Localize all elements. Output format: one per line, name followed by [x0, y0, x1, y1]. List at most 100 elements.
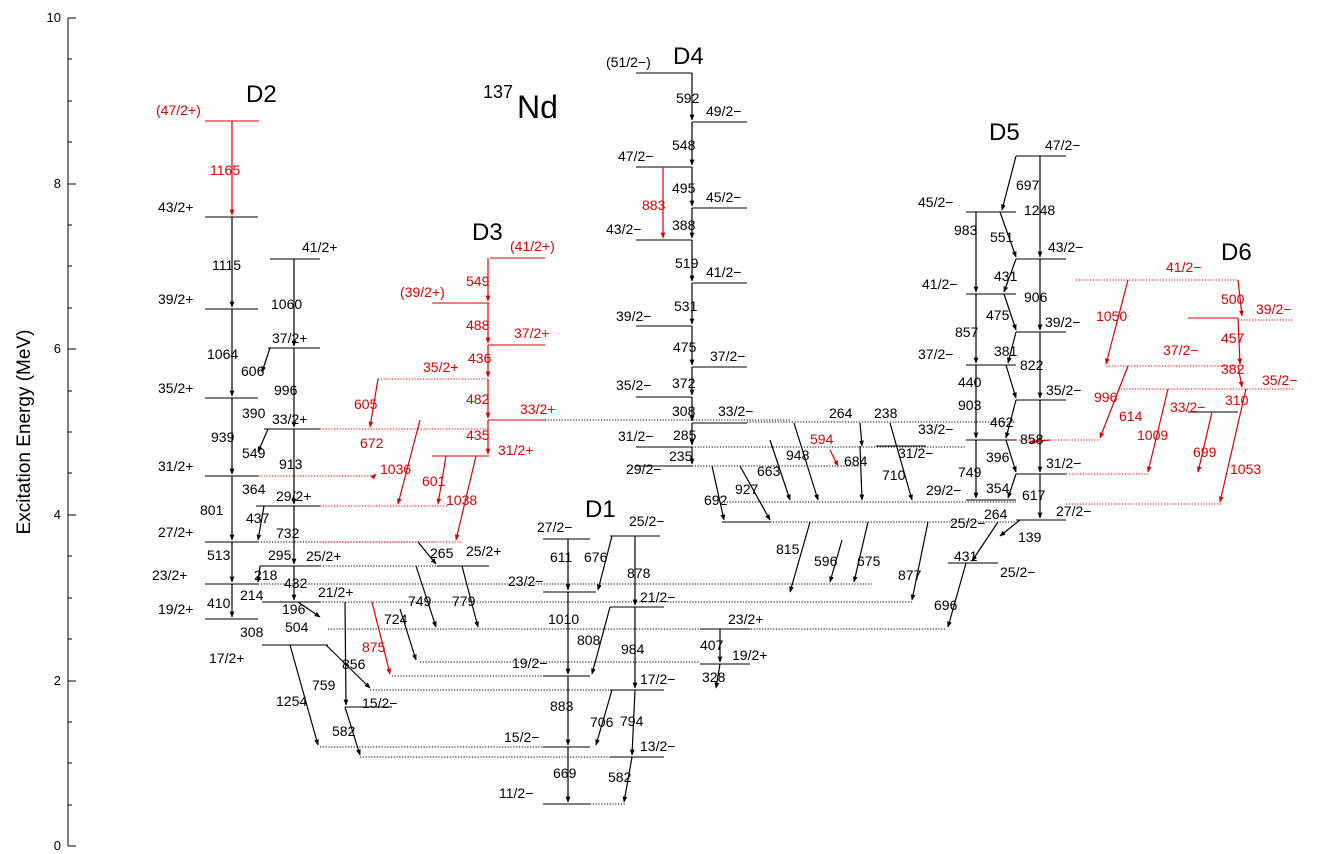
- gamma-energy: 238: [874, 405, 898, 421]
- tick-label: 2: [54, 673, 61, 688]
- spin-label: 37/2−: [918, 346, 953, 362]
- spin-labels: (47/2+) 43/2+ 41/2+ 39/2+ 37/2+ 35/2+ 33…: [152, 54, 1297, 801]
- spin-label: 27/2−: [1056, 503, 1091, 519]
- gamma-energy: 139: [1018, 529, 1042, 545]
- gamma-energy: 308: [240, 624, 264, 640]
- gamma-energy: 724: [384, 611, 408, 627]
- gamma-energy: 265: [430, 545, 454, 561]
- gamma-energy: 996: [274, 382, 298, 398]
- spin-label: 37/2+: [514, 325, 549, 341]
- gamma-energy: 749: [958, 464, 982, 480]
- gamma-energy: 605: [354, 396, 378, 412]
- gamma-energy: 457: [1221, 330, 1245, 346]
- gamma-energy: 551: [990, 229, 1014, 245]
- spin-label: 33/2−: [918, 421, 953, 437]
- tick-label: 6: [54, 341, 61, 356]
- gamma-energy: 663: [757, 463, 781, 479]
- spin-label: 41/2+: [302, 239, 337, 255]
- gamma-energy: 669: [553, 765, 577, 781]
- spin-label: 29/2+: [276, 488, 311, 504]
- gamma-energy: 264: [984, 506, 1008, 522]
- gamma-energy: 531: [674, 298, 698, 314]
- gamma-energy: 310: [1225, 392, 1249, 408]
- spin-label: (51/2−): [606, 54, 651, 70]
- dotted-level-links: [258, 279, 1294, 805]
- spin-label: 37/2−: [1163, 342, 1198, 358]
- gamma-energy: 488: [466, 317, 490, 333]
- spin-label: 25/2−: [629, 513, 664, 529]
- spin-label: 11/2−: [499, 785, 533, 801]
- spin-label: 29/2−: [926, 482, 961, 498]
- gamma-energy: 1053: [1230, 461, 1261, 477]
- gamma-energy: 697: [1016, 177, 1040, 193]
- gamma-energy: 264: [829, 405, 853, 421]
- gamma-energy: 617: [1022, 487, 1046, 503]
- spin-label: 25/2+: [306, 548, 341, 564]
- gamma-energy: 407: [700, 637, 724, 653]
- gamma-energy: 779: [452, 593, 476, 609]
- spin-label: 29/2−: [626, 461, 661, 477]
- mass-number: 137: [483, 82, 513, 102]
- spin-label: 39/2−: [1045, 314, 1080, 330]
- gamma-energy: 1036: [380, 461, 411, 477]
- gamma-energy: 548: [672, 137, 696, 153]
- spin-label: 23/2+: [728, 611, 763, 627]
- gamma-energy: 495: [672, 180, 696, 196]
- gamma-energy: 878: [627, 565, 651, 581]
- gamma-energy: 601: [422, 473, 446, 489]
- spin-label: (41/2+): [510, 238, 555, 254]
- gamma-energy: 432: [284, 575, 308, 591]
- gamma-energy: 396: [986, 449, 1010, 465]
- spin-label: 35/2−: [1046, 382, 1081, 398]
- gamma-energy: 440: [958, 374, 982, 390]
- gamma-energy: 372: [672, 375, 696, 391]
- spin-label: 15/2−: [504, 729, 539, 745]
- gamma-energy: 856: [342, 656, 366, 672]
- gamma-energy: 903: [958, 397, 982, 413]
- gamma-energy: 436: [468, 350, 492, 366]
- spin-label: 33/2−: [718, 403, 753, 419]
- gamma-energy: 822: [1020, 357, 1044, 373]
- gamma-energy: 984: [621, 641, 645, 657]
- spin-label: 19/2+: [158, 601, 193, 617]
- spin-label: 27/2−: [537, 519, 572, 535]
- spin-label: 15/2−: [362, 695, 397, 711]
- gamma-energy: 1009: [1137, 427, 1168, 443]
- gamma-energy: 1248: [1024, 202, 1055, 218]
- gamma-energy: 382: [1221, 361, 1245, 377]
- spin-label: 31/2−: [618, 428, 653, 444]
- gamma-energy: 706: [590, 714, 614, 730]
- spin-label: 35/2+: [423, 359, 458, 375]
- gamma-energy: 1165: [210, 162, 240, 178]
- spin-label: 17/2−: [640, 671, 675, 687]
- spin-label: 27/2+: [158, 524, 193, 540]
- axis-title: Excitation Energy (MeV): [14, 330, 35, 535]
- band-label-d1: D1: [585, 496, 616, 523]
- spin-label: 49/2−: [706, 103, 741, 119]
- gamma-energy: 699: [1193, 444, 1217, 460]
- spin-label: 47/2−: [1045, 137, 1080, 153]
- gamma-energy: 948: [786, 447, 810, 463]
- spin-label: 43/2−: [1048, 239, 1083, 255]
- spin-label: 25/2−: [950, 515, 985, 531]
- spin-label: 43/2+: [158, 199, 193, 215]
- gamma-energy: 437: [246, 510, 270, 526]
- band-label-d4: D4: [673, 43, 704, 70]
- tick-label: 8: [54, 176, 61, 191]
- gamma-energy: 364: [242, 481, 266, 497]
- band-label-d5: D5: [989, 119, 1020, 146]
- gamma-energy: 388: [672, 217, 696, 233]
- gamma-energy: 759: [312, 677, 336, 693]
- gamma-energy: 462: [990, 414, 1014, 430]
- spin-label: 41/2−: [922, 276, 957, 292]
- gamma-energy: 475: [673, 339, 697, 355]
- spin-label: 33/2−: [1170, 399, 1205, 415]
- gamma-energy: 549: [466, 273, 490, 289]
- gamma-energy: 1064: [207, 346, 238, 362]
- gamma-energy: 519: [675, 255, 699, 271]
- spin-label: 21/2+: [318, 584, 353, 600]
- spin-label: 37/2+: [272, 330, 307, 346]
- gamma-energy: 606: [241, 363, 265, 379]
- gamma-energy: 235: [669, 448, 693, 464]
